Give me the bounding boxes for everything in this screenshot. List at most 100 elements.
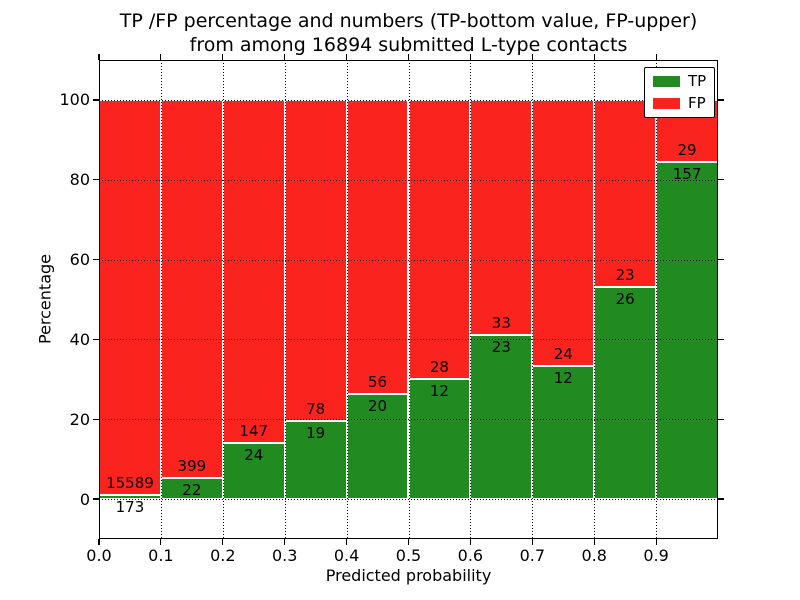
- bar-segment-fp: [160, 99, 223, 479]
- bar-segment-fp: [99, 99, 161, 495]
- x-tick-label: 0.0: [86, 546, 112, 565]
- x-tick-mark: [222, 539, 224, 545]
- tp-count-label: 19: [306, 423, 326, 442]
- x-tick-label: 0.8: [581, 546, 607, 565]
- fp-count-label: 28: [429, 358, 449, 377]
- x-tick-label: 0.7: [519, 546, 546, 565]
- chart-title-line1: TP /FP percentage and numbers (TP-bottom…: [119, 10, 698, 32]
- y-tick-label: 100: [59, 90, 90, 110]
- tp-count-label: 20: [368, 397, 388, 416]
- gridline-x: [284, 60, 286, 539]
- tp-count-label: 26: [615, 290, 635, 309]
- fp-count-label: 78: [306, 399, 326, 418]
- bar-segment-tp: [532, 366, 595, 500]
- bar-segment-tp: [470, 335, 533, 500]
- x-tick-label: 0.1: [148, 546, 174, 565]
- x-tick-mark-top: [160, 54, 162, 60]
- x-axis-label: Predicted probability: [325, 566, 492, 585]
- x-tick-mark: [593, 539, 595, 545]
- tp-count-label: 22: [182, 481, 202, 500]
- x-tick-mark: [655, 539, 657, 545]
- x-tick-mark-top: [469, 54, 471, 60]
- y-tick-mark: [93, 498, 99, 500]
- gridline-x: [346, 60, 348, 539]
- bar-segment-tp: [284, 420, 347, 500]
- y-tick-label: 80: [69, 170, 90, 190]
- y-tick-mark-right: [718, 418, 724, 420]
- gridline-x: [470, 60, 472, 539]
- x-tick-mark-top: [98, 54, 100, 60]
- fp-count-label: 147: [239, 422, 269, 441]
- legend: TP FP: [644, 67, 716, 118]
- legend-label-fp: FP: [688, 94, 706, 112]
- y-tick-mark-right: [718, 179, 724, 181]
- gridline-x: [408, 60, 410, 539]
- chart-title-line2: from among 16894 submitted L-type contac…: [189, 34, 628, 56]
- tp-swatch-icon: [653, 76, 680, 87]
- tp-count-label: 12: [429, 382, 449, 401]
- x-tick-mark: [160, 539, 162, 545]
- bar-segment-tp: [594, 287, 657, 500]
- fp-count-label: 24: [553, 345, 573, 364]
- chart-title: TP /FP percentage and numbers (TP-bottom…: [99, 9, 718, 57]
- x-tick-label: 0.3: [271, 546, 298, 565]
- gridline-x: [222, 60, 224, 539]
- bar-segment-tp: [656, 162, 718, 500]
- x-tick-mark-top: [655, 54, 657, 60]
- x-tick-mark: [346, 539, 348, 545]
- tp-count-label: 173: [115, 497, 145, 516]
- x-tick-mark-top: [284, 54, 286, 60]
- gridline-x: [160, 60, 162, 539]
- x-tick-mark: [98, 539, 100, 545]
- y-tick-mark-right: [718, 258, 724, 261]
- bar-segment-fp: [346, 99, 409, 394]
- fp-count-label: 399: [177, 457, 207, 476]
- x-tick-label: 0.5: [395, 546, 422, 565]
- y-tick-mark: [93, 338, 99, 340]
- legend-label-tp: TP: [688, 72, 707, 90]
- gridline-x: [532, 60, 534, 539]
- y-tick-mark-right: [718, 498, 724, 500]
- y-tick-label: 20: [69, 409, 90, 429]
- y-tick-mark: [93, 179, 99, 181]
- x-tick-mark: [284, 539, 286, 545]
- x-tick-mark-top: [346, 54, 348, 60]
- y-tick-mark: [93, 258, 99, 261]
- tp-count-label: 23: [491, 338, 511, 357]
- y-tick-label: 60: [69, 250, 90, 270]
- fp-count-label: 23: [615, 266, 635, 285]
- fp-swatch-icon: [653, 98, 680, 109]
- x-tick-mark-top: [407, 54, 410, 60]
- fp-count-label: 15589: [106, 473, 154, 492]
- legend-entry-fp: FP: [653, 96, 706, 111]
- bar-segment-fp: [594, 99, 657, 288]
- fp-count-label: 33: [491, 314, 511, 333]
- x-tick-mark: [469, 539, 471, 545]
- y-tick-mark: [93, 99, 99, 101]
- legend-entry-tp: TP: [653, 74, 706, 89]
- y-tick-mark-right: [718, 338, 724, 340]
- tp-count-label: 157: [672, 165, 702, 184]
- bar-segment-fp: [222, 99, 285, 444]
- x-tick-mark-top: [593, 54, 595, 60]
- y-tick-label: 0: [79, 489, 90, 509]
- fp-count-label: 56: [368, 373, 388, 392]
- bar-segment-fp: [470, 99, 533, 336]
- bar-segment-fp: [532, 99, 595, 367]
- bar-segment-fp: [408, 99, 471, 380]
- x-tick-label: 0.6: [457, 546, 484, 565]
- tp-count-label: 24: [244, 446, 264, 465]
- bar-segment-tp: [408, 379, 471, 500]
- x-tick-mark-top: [222, 54, 224, 60]
- gridline-x: [594, 60, 596, 539]
- x-tick-label: 0.2: [210, 546, 236, 565]
- x-tick-mark: [531, 539, 533, 545]
- x-tick-mark-top: [531, 54, 533, 60]
- x-tick-label: 0.4: [333, 546, 360, 565]
- gridline-x: [656, 60, 658, 539]
- fp-count-label: 29: [677, 141, 697, 160]
- y-tick-mark-right: [718, 99, 724, 101]
- y-tick-label: 40: [69, 329, 90, 349]
- x-tick-mark: [407, 539, 410, 545]
